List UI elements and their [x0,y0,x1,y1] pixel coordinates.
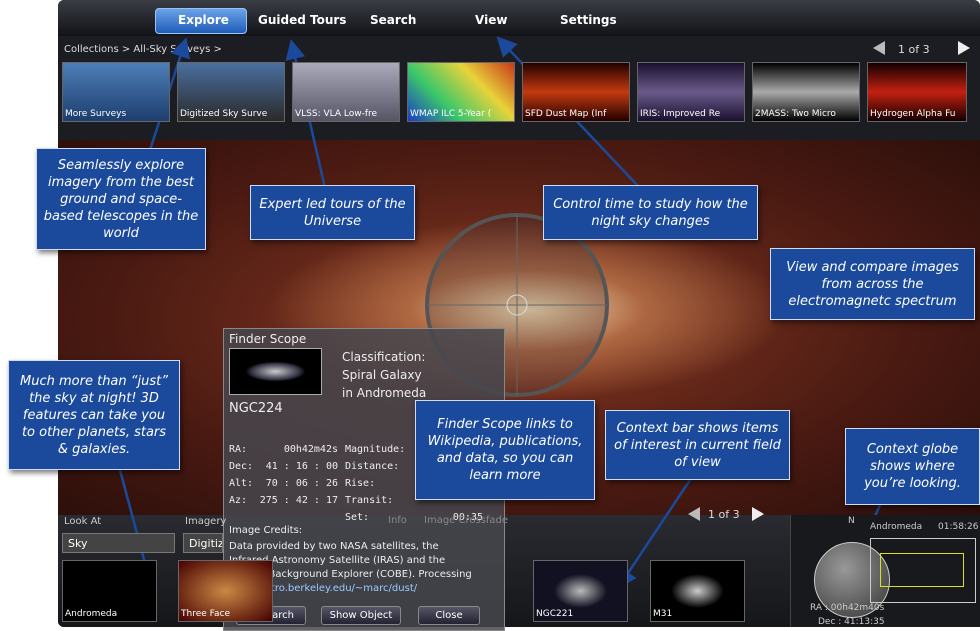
collection-thumbnail[interactable]: VLSS: VLA Low-fre [292,62,400,122]
callout: Context bar shows items of interest in c… [605,410,790,480]
finder-text: Classification: [342,350,425,364]
finder-button[interactable]: Show Object [321,606,401,625]
collection-thumbnail[interactable]: IRIS: Improved Re [637,62,745,122]
finder-text: RA: [229,444,247,455]
label: RA : 00h42m40s [810,603,884,613]
finder-text: Spiral Galaxy [342,368,422,382]
dropdown[interactable]: Digitiz [183,533,223,553]
nav-tab[interactable]: Search [370,13,416,27]
finder-button[interactable]: Close [418,606,480,625]
dropdown[interactable]: Sky [62,533,175,553]
context-item[interactable]: NGC221 [533,560,628,622]
collection-thumbnail[interactable]: Digitized Sky Surve [177,62,285,122]
thumbnail-label: Hydrogen Alpha Fu [870,109,955,119]
callout: Context globe shows where you’re looking… [845,428,980,505]
finder-text: Set: [345,512,369,523]
finder-text: Transit: [345,495,393,506]
collection-thumbnail[interactable]: Hydrogen Alpha Fu [867,62,967,122]
nav-tab[interactable]: Settings [560,13,617,27]
finder-text: Az: [229,495,247,506]
item-label: NGC221 [536,609,573,619]
label: 01:58:26 [938,522,978,532]
collection-thumbnail[interactable]: More Surveys [62,62,170,122]
finder-text: 70 : 06 : 26 [258,478,338,489]
callout: Expert led tours of the Universe [250,185,415,240]
collection-thumbnail[interactable]: WMAP ILC 5-Year ( [407,62,515,122]
nav-tab[interactable]: Guided Tours [258,13,346,27]
context-item[interactable]: Three Face [178,560,273,622]
finder-text: Data provided by two NASA satellites, th… [229,541,439,552]
nav-tab[interactable]: View [475,13,507,27]
label: N [848,516,855,526]
pager[interactable]: 1 of 3 [708,508,740,521]
item-label: M31 [653,609,672,619]
finder-text: 41 : 16 : 00 [258,461,338,472]
mini-view-frame [880,553,964,587]
finder-text: Distance: [345,461,399,472]
finder-text: 00h42m42s [258,444,338,455]
finder-text: Alt: [229,478,253,489]
thumbnail-label: 2MASS: Two Micro [755,109,836,119]
thumbnail-label: SFD Dust Map (Inf [525,109,606,119]
label: Info [388,515,407,526]
context-item[interactable]: Andromeda [62,560,157,622]
next-arrow[interactable] [752,507,764,521]
item-label: Andromeda [65,609,117,619]
label: Andromeda [870,522,922,532]
finder-text: Dec: [229,461,253,472]
label: Look At [64,516,101,527]
callout: Finder Scope links to Wikipedia, publica… [415,400,595,500]
callout: Control time to study how the night sky … [543,185,758,240]
thumbnail-label: Digitized Sky Surve [180,109,267,119]
screenshot: Collections > All-Sky Surveys > 1 of 3 E… [0,0,980,631]
thumbnail-label: IRIS: Improved Re [640,109,720,119]
context-item[interactable]: M31 [650,560,745,622]
item-label: Three Face [181,609,230,619]
thumbnail-label: WMAP ILC 5-Year ( [410,109,491,119]
label: Imagery [185,516,226,527]
label: Image Crossfade [424,515,508,526]
finder-text: Image Credits: [229,525,302,536]
callout: Seamlessly explore imagery from the best… [36,148,206,250]
collection-thumbnail[interactable]: 2MASS: Two Micro [752,62,860,122]
finder-text: Magnitude: [345,444,405,455]
finder-text: in Andromeda [342,386,426,400]
prev-arrow[interactable] [688,507,700,521]
finder-text: Rise: [345,478,375,489]
thumbnail-label: VLSS: VLA Low-fre [295,109,377,119]
thumbnail-label: More Surveys [65,109,126,119]
nav-tab[interactable]: Explore [178,13,229,27]
finder-text: NGC224 [229,401,283,416]
callout: Much more than “just” the sky at night! … [8,360,180,470]
callout: View and compare images from across the … [770,248,975,320]
finder-text: Finder Scope [229,332,306,346]
finder-text: 275 : 42 : 17 [258,495,338,506]
label: Dec : 41:13:35 [818,617,885,627]
collection-thumbnail[interactable]: SFD Dust Map (Inf [522,62,630,122]
finder-image [229,348,322,395]
